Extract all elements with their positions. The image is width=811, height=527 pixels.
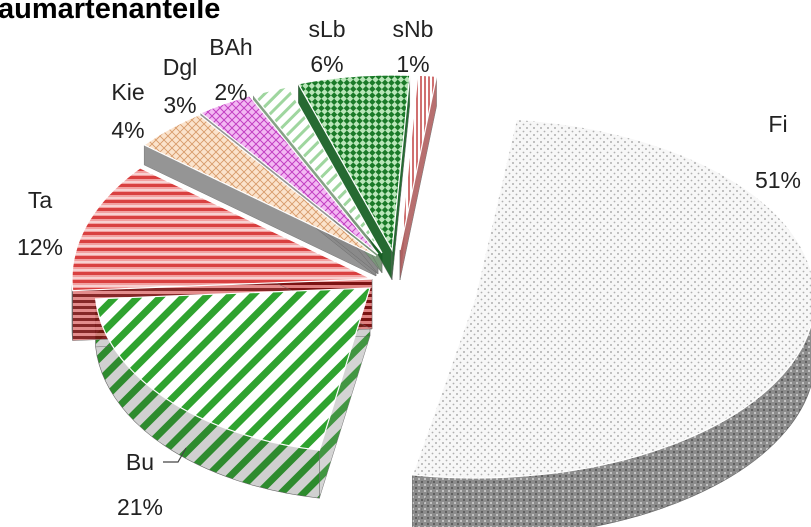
pie-tops [71,74,811,479]
slice-label-bu: Bu [126,449,154,475]
pie-labels: Fi 51% Bu 21% Ta 12% Kie 4% Dgl 3% BAh 2% sLb 6% sNb 1% [17,16,801,520]
slice-percent-slb: 6% [310,51,343,77]
slice-percent-bah: 2% [214,79,247,105]
slice-label-fi: Fi [768,111,787,137]
slice-label-slb: sLb [308,16,345,42]
slice-label-dgl: Dgl [163,54,198,80]
chart-title: aumartenanteile [0,0,220,25]
slice-slb[interactable] [297,74,411,252]
slice-dgl[interactable] [199,95,379,255]
leader-line-bu [163,447,187,463]
slice-label-snb: sNb [393,16,434,42]
slice-bu[interactable] [94,287,371,451]
slice-label-ta: Ta [28,187,53,213]
slice-percent-ta: 12% [17,234,63,260]
slice-kie[interactable] [143,114,377,257]
slice-label-kie: Kie [111,79,144,105]
slice-ta[interactable] [71,167,373,292]
slice-percent-fi: 51% [755,167,801,193]
slice-percent-snb: 1% [396,51,429,77]
slice-snb[interactable] [399,74,438,251]
slice-percent-dgl: 3% [163,92,196,118]
slice-percent-kie: 4% [111,117,144,143]
slice-bah[interactable] [252,86,383,254]
slice-percent-bu: 21% [117,494,163,520]
slice-label-bah: BAh [209,34,252,60]
